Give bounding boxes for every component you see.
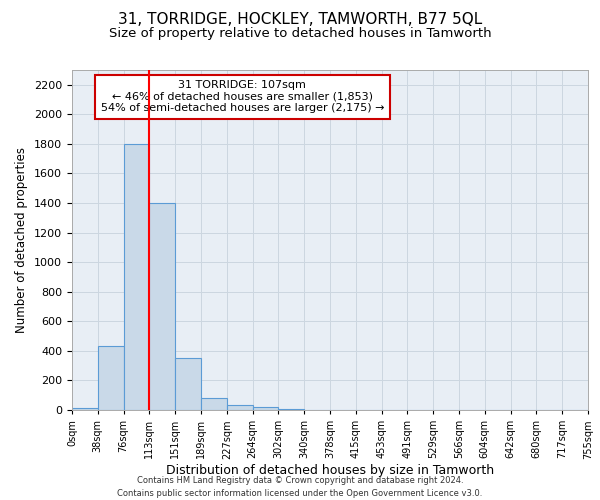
X-axis label: Distribution of detached houses by size in Tamworth: Distribution of detached houses by size … [166,464,494,477]
Bar [124,144,149,410]
Bar [98,346,124,410]
Text: Size of property relative to detached houses in Tamworth: Size of property relative to detached ho… [109,28,491,40]
Text: Contains HM Land Registry data © Crown copyright and database right 2024.
Contai: Contains HM Land Registry data © Crown c… [118,476,482,498]
Text: 31, TORRIDGE, HOCKLEY, TAMWORTH, B77 5QL: 31, TORRIDGE, HOCKLEY, TAMWORTH, B77 5QL [118,12,482,28]
Bar [175,358,201,410]
Y-axis label: Number of detached properties: Number of detached properties [16,147,28,333]
Bar [72,408,98,410]
Bar [149,203,175,410]
Bar [227,405,253,410]
Bar [201,398,227,410]
Bar [253,407,278,410]
Text: 31 TORRIDGE: 107sqm
← 46% of detached houses are smaller (1,853)
54% of semi-det: 31 TORRIDGE: 107sqm ← 46% of detached ho… [101,80,384,114]
